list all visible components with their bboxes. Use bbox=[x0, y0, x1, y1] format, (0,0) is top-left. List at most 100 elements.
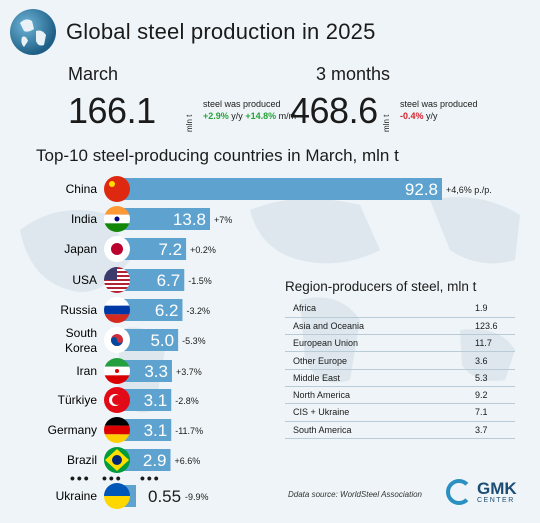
bar-value-label: 2.9 bbox=[143, 451, 167, 470]
country-label: South Korea bbox=[65, 326, 97, 355]
bar-row: Türkiye 3.1 -2.8% bbox=[58, 387, 199, 413]
march-changes: +2.9% y/y +14.8% m/m bbox=[203, 110, 296, 122]
country-label: USA bbox=[72, 273, 97, 287]
bar-row: India 13.8 +7% bbox=[71, 206, 232, 232]
change-label: -3.2% bbox=[186, 306, 210, 316]
region-name: Middle East bbox=[285, 369, 465, 387]
region-value: 1.9 bbox=[465, 300, 515, 318]
chart-title: Top-10 steel-producing countries in Marc… bbox=[36, 146, 399, 165]
bar bbox=[120, 449, 171, 471]
region-row: CIS + Ukraine 7.1 bbox=[285, 403, 515, 422]
change-label: +4,6% p./p. bbox=[446, 185, 492, 195]
region-name: CIS + Ukraine bbox=[285, 403, 465, 422]
japan-flag-icon bbox=[104, 236, 130, 262]
bar-row: Iran 3.3 +3.7% bbox=[76, 358, 202, 384]
march-mm-label: m/m bbox=[278, 111, 297, 121]
three-months-desc: steel was produced -0.4% y/y bbox=[400, 98, 478, 122]
bar-row: Russia 6.2 -3.2% bbox=[60, 297, 210, 323]
country-label: China bbox=[66, 182, 98, 196]
regions-panel: Region-producers of steel, mln t Africa 1… bbox=[285, 279, 515, 439]
ukraine-flag-icon bbox=[104, 483, 130, 509]
flag-dots: ••• bbox=[102, 470, 123, 486]
bar-row: South Korea 5.0 -5.3% bbox=[65, 326, 206, 355]
march-change-mm: +14.8% bbox=[245, 111, 277, 121]
change-label: +6.6% bbox=[175, 456, 201, 466]
region-name: South America bbox=[285, 421, 465, 439]
bar-row: China 92.8 +4,6% p./p. bbox=[66, 176, 492, 202]
region-value: 7.1 bbox=[465, 403, 515, 422]
region-row: South America 3.7 bbox=[285, 421, 515, 439]
country-label: Türkiye bbox=[58, 393, 98, 407]
country-label: Germany bbox=[48, 423, 97, 437]
region-value: 123.6 bbox=[465, 317, 515, 336]
march-desc-text: steel was produced bbox=[203, 99, 281, 109]
iran-flag-icon bbox=[104, 358, 130, 384]
region-row: Other Europe 3.6 bbox=[285, 351, 515, 370]
country-label: Brazil bbox=[67, 453, 97, 467]
india-flag-icon bbox=[104, 206, 130, 232]
three-months-stat: 3 months 468.6 mln t steel was produced … bbox=[290, 64, 478, 132]
bar-value-label: 3.1 bbox=[144, 421, 168, 440]
logo-sub: CENTER bbox=[477, 496, 515, 504]
bar-row: Japan 7.2 +0.2% bbox=[64, 236, 216, 262]
three-months-change-yy: -0.4% bbox=[400, 111, 424, 121]
three-months-yy-label: y/y bbox=[426, 111, 438, 121]
region-name: North America bbox=[285, 386, 465, 405]
bar bbox=[120, 329, 179, 351]
bar-value-label: 3.1 bbox=[144, 391, 168, 410]
bar bbox=[120, 389, 172, 411]
three-months-value: 468.6 bbox=[290, 90, 378, 131]
bar-dots: ••• bbox=[140, 470, 161, 486]
bar-value-label: 6.2 bbox=[155, 301, 179, 320]
brazil-flag-icon bbox=[104, 447, 130, 473]
country-dots: ••• bbox=[70, 470, 91, 486]
bar-row: Ukraine 0.55 -9.9% bbox=[56, 483, 209, 509]
three-months-changes: -0.4% y/y bbox=[400, 110, 478, 122]
bar-value-label: 7.2 bbox=[158, 240, 182, 259]
region-row: Middle East 5.3 bbox=[285, 369, 515, 387]
region-value: 9.2 bbox=[465, 386, 515, 405]
bar-row: Brazil 2.9 +6.6% bbox=[67, 447, 200, 473]
south-korea-flag-icon bbox=[104, 327, 130, 353]
regions-title: Region-producers of steel, mln t bbox=[285, 279, 477, 294]
bar-row: Germany 3.1 -11.7% bbox=[48, 417, 203, 443]
change-label: -1.5% bbox=[188, 276, 212, 286]
turkiye-flag-icon bbox=[104, 387, 130, 413]
march-change-yy: +2.9% bbox=[203, 111, 229, 121]
header: Global steel production in 2025 bbox=[10, 8, 376, 56]
region-row: North America 9.2 bbox=[285, 386, 515, 405]
usa-flag-icon bbox=[104, 267, 130, 293]
bar-value-label: 5.0 bbox=[150, 331, 174, 350]
region-row: European Union 11.7 bbox=[285, 334, 515, 353]
logo-name: GMK bbox=[477, 478, 517, 498]
country-label: Iran bbox=[76, 364, 97, 378]
country-label: Japan bbox=[64, 242, 97, 256]
bar bbox=[120, 360, 172, 382]
bar bbox=[120, 419, 172, 441]
change-label: -9.9% bbox=[185, 492, 209, 502]
change-label: +3.7% bbox=[176, 367, 202, 377]
china-flag-icon bbox=[104, 176, 130, 202]
region-row: Africa 1.9 bbox=[285, 300, 515, 318]
three-months-period: 3 months bbox=[316, 64, 391, 84]
region-value: 3.7 bbox=[465, 421, 515, 439]
bar-value-label: 0.55 bbox=[148, 487, 181, 506]
bar bbox=[120, 208, 210, 230]
bar-row: USA 6.7 -1.5% bbox=[72, 267, 212, 293]
region-name: Asia and Oceania bbox=[285, 317, 465, 336]
change-label: -2.8% bbox=[175, 396, 199, 406]
regions-table: Africa 1.9 Asia and Oceania 123.6 European U… bbox=[285, 300, 515, 439]
country-label: India bbox=[71, 212, 97, 226]
march-value: 166.1 bbox=[68, 90, 156, 131]
bar-value-label: 13.8 bbox=[173, 210, 206, 229]
march-stat: March 166.1 mln t steel was produced +2.… bbox=[68, 64, 296, 132]
bar bbox=[120, 178, 442, 200]
country-label: Russia bbox=[60, 303, 97, 317]
data-source: Ddata source: WorldSteel Association bbox=[288, 490, 422, 499]
region-name: Other Europe bbox=[285, 351, 465, 370]
country-label: Ukraine bbox=[56, 489, 98, 503]
bar bbox=[120, 269, 185, 291]
change-label: +0.2% bbox=[190, 245, 216, 255]
bar bbox=[120, 238, 187, 260]
